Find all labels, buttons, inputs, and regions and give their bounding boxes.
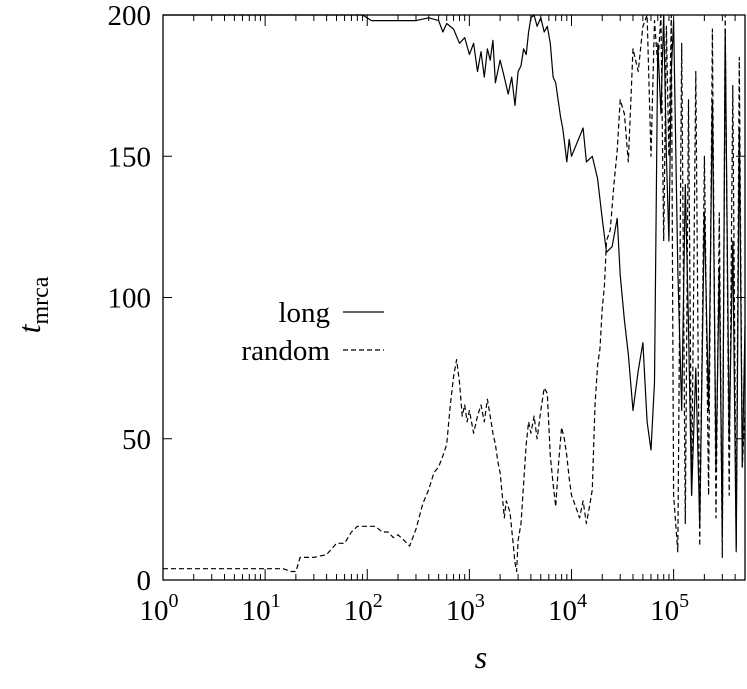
x-tick-label-base: 10: [344, 595, 373, 627]
x-tick-label-exponent: 2: [373, 590, 383, 612]
y-axis-label-sub: mrca: [28, 276, 54, 324]
x-axis-label: s: [475, 639, 487, 675]
x-tick-label-base: 10: [548, 595, 577, 627]
series-line-long: [163, 14, 746, 553]
x-tick-label-exponent: 4: [577, 590, 587, 612]
x-tick-label: 101: [242, 590, 281, 627]
series-line-random: [163, 14, 746, 573]
y-tick-label: 50: [122, 424, 151, 456]
x-tick-label-exponent: 3: [475, 590, 485, 612]
x-tick-label-exponent: 0: [169, 590, 179, 612]
x-tick-label-base: 10: [140, 595, 169, 627]
y-tick-label: 150: [108, 141, 152, 173]
legend-label-long: long: [278, 297, 330, 329]
y-tick-label: 200: [108, 0, 152, 32]
y-tick-label: 0: [137, 565, 152, 597]
legend-label-random: random: [241, 335, 330, 367]
y-tick-label: 100: [108, 283, 152, 315]
x-tick-label: 103: [446, 590, 485, 627]
x-tick-label-exponent: 5: [679, 590, 689, 612]
x-tick-label: 105: [650, 590, 689, 627]
x-tick-label-base: 10: [446, 595, 475, 627]
x-tick-label-base: 10: [242, 595, 271, 627]
y-axis-label-main: t: [11, 323, 47, 333]
x-tick-label: 100: [140, 590, 179, 627]
x-tick-label-base: 10: [650, 595, 679, 627]
x-tick-label: 104: [548, 590, 587, 627]
y-axis-label: tmrca: [11, 276, 54, 333]
x-tick-label-exponent: 1: [271, 590, 281, 612]
x-tick-label: 102: [344, 590, 383, 627]
